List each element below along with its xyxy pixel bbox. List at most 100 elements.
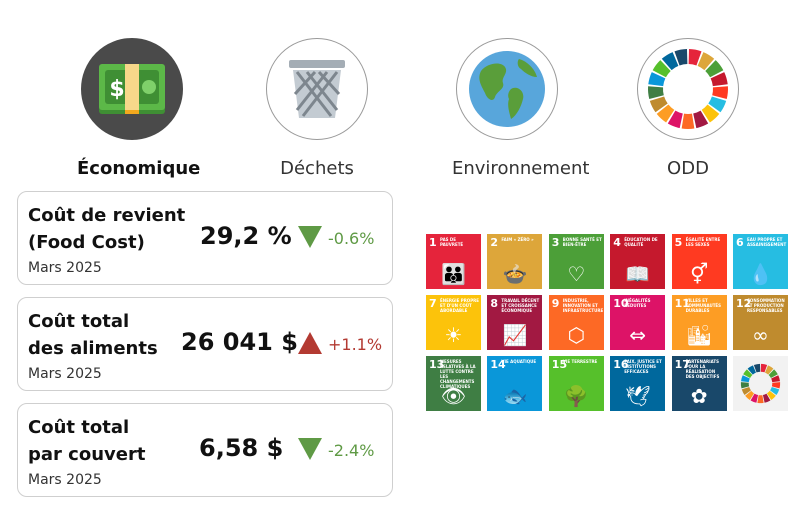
sdg-label: Égalité entre les sexes [685, 237, 721, 247]
sdg-label: Énergie propre et d'un coût abordable [440, 298, 479, 313]
sdg-number: 14 [490, 358, 506, 371]
arrow-down-icon [298, 438, 322, 460]
sdg-wheel-icon [637, 38, 739, 140]
sdg-number: 3 [551, 236, 560, 249]
kpi-card-cout-couvert[interactable]: Coût total par couvert Mars 2025 6,58 $ … [17, 403, 393, 497]
sdg-label: Consommation et production responsables [747, 298, 785, 313]
card-value: 26 041 $ [181, 328, 298, 356]
sdg-pictogram-icon: ☀ [444, 323, 463, 347]
card-title: Coût total par couvert [28, 417, 146, 465]
sdg-tile-8: 8 Travail décent et croissance économique… [487, 295, 543, 350]
sdg-label: Vie terrestre [562, 359, 598, 364]
sdg-tile-7: 7 Énergie propre et d'un coût abordable ☀ [426, 295, 481, 350]
sdg-number: 6 [736, 236, 744, 249]
sdg-pictogram-icon: 👁 [440, 384, 467, 408]
sdg-tile-6: 6 Eau propre et assainissement 💧 [733, 234, 788, 289]
sdg-number: 17 [674, 358, 690, 371]
sdg-tile-logo [733, 356, 788, 411]
sdg-label: Bonne santé et bien-être [562, 237, 602, 247]
sdg-tile-5: 5 Égalité entre les sexes ⚥ [671, 234, 727, 289]
tab-odd[interactable]: ODD [633, 38, 743, 179]
card-change: +1.1% [328, 335, 383, 354]
sdg-tile-11: 11 Villes et communautés durables 🏙 [671, 295, 727, 350]
sdg-tile-4: 4 Éducation de qualité 📖 [610, 234, 666, 289]
sdg-tile-2: 2 Faim « zéro » 🍲 [487, 234, 543, 289]
sdg-number: 11 [674, 297, 690, 310]
sdg-number: 1 [429, 236, 437, 249]
sdg-number: 9 [551, 297, 560, 310]
sdg-number: 8 [490, 297, 499, 310]
sdg-pictogram-icon: 🏙 [686, 323, 712, 347]
sdg-pictogram-icon: 👪 [441, 262, 466, 286]
sdg-number: 16 [613, 358, 629, 371]
sdg-label: Partenariats pour la réalisation des obj… [685, 359, 720, 379]
card-change: -0.6% [328, 229, 375, 248]
sdg-pictogram-icon: ✿ [690, 384, 708, 408]
sdg-pictogram-icon: 💧 [748, 262, 773, 286]
sdg-tile-13: 13 Mesures relatives à la lutte contre le… [426, 356, 481, 411]
sdg-tile-15: 15 Vie terrestre 🌳 [548, 356, 604, 411]
tab-environnement[interactable]: Environnement [452, 38, 590, 179]
money-icon: $ [81, 38, 183, 140]
card-date: Mars 2025 [28, 472, 102, 488]
sdg-number: 4 [613, 236, 621, 249]
sdg-number: 12 [736, 297, 752, 310]
sdg-pictogram-icon: 🐟 [502, 384, 528, 408]
card-title: Coût total des aliments [28, 311, 158, 359]
arrow-down-icon [298, 226, 322, 248]
sdg-tile-12: 12 Consommation et production responsable… [733, 295, 788, 350]
card-value: 29,2 % [200, 222, 292, 250]
sdg-label: Travail décent et croissance économique [501, 298, 540, 313]
kpi-card-food-cost[interactable]: Coût de revient (Food Cost) Mars 2025 29… [17, 191, 393, 285]
sdg-pictogram-icon: 🕊 [624, 384, 651, 408]
sdg-label: Pas de pauvreté [440, 237, 464, 247]
tab-label: Économique [77, 158, 201, 179]
sdg-pictogram-icon: 🍲 [502, 262, 528, 286]
sdg-tile-1: 1 Pas de pauvreté 👪 [426, 234, 481, 289]
sdg-label: Éducation de qualité [624, 237, 658, 247]
arrow-up-icon [298, 332, 322, 354]
trash-can-icon [266, 38, 368, 140]
sdg-number: 5 [674, 236, 683, 249]
sdg-grid: 1 Pas de pauvreté 👪 2 Faim « zéro » 🍲 3 Bonne s… [426, 234, 788, 411]
sdg-tile-16: 16 Paix, justice et institutions efficace… [610, 356, 666, 411]
tab-dechets[interactable]: Déchets [262, 38, 372, 179]
kpi-card-cout-aliments[interactable]: Coût total des aliments Mars 2025 26 041… [17, 297, 393, 391]
sdg-label: Villes et communautés durables [685, 298, 722, 313]
card-change: -2.4% [328, 441, 375, 460]
sdg-number: 10 [613, 297, 629, 310]
tab-label: Environnement [452, 158, 590, 179]
sdg-pictogram-icon: 📖 [625, 262, 651, 286]
sdg-pictogram-icon: ♡ [567, 262, 586, 286]
sdg-tile-10: 10 Inégalités réduites ⇔ [610, 295, 666, 350]
sdg-number: 13 [429, 358, 445, 371]
sdg-tile-9: 9 Industrie, innovation et infrastructure… [548, 295, 604, 350]
card-title: Coût de revient (Food Cost) [28, 205, 186, 253]
sdg-tile-3: 3 Bonne santé et bien-être ♡ [548, 234, 604, 289]
sdg-label: Inégalités réduites [624, 298, 651, 308]
globe-icon [456, 38, 558, 140]
tab-economique[interactable]: $ Économique [77, 38, 201, 179]
sdg-label: Industrie, innovation et infrastructure [562, 298, 604, 313]
sdg-label: Mesures relatives à la lutte contre les … [440, 359, 476, 389]
sdg-tile-17: 17 Partenariats pour la réalisation des o… [671, 356, 727, 411]
card-date: Mars 2025 [28, 260, 102, 276]
sdg-pictogram-icon: 📈 [502, 323, 528, 347]
sdg-number: 15 [551, 358, 568, 371]
sdg-label: Vie aquatique [501, 359, 537, 364]
sdg-pictogram-icon: ⚥ [690, 262, 709, 286]
sdg-number: 2 [490, 236, 499, 249]
sdg-label: Faim « zéro » [501, 237, 534, 242]
card-value: 6,58 $ [199, 434, 284, 462]
tab-label: Déchets [280, 158, 354, 179]
sdg-pictogram-icon: ⇔ [629, 323, 647, 347]
sdg-pictogram-icon: ⬡ [567, 323, 586, 347]
sdg-number: 7 [429, 297, 437, 310]
sdg-label: Eau propre et assainissement [747, 237, 787, 247]
sdg-pictogram-icon: ∞ [752, 323, 769, 347]
sdg-wheel-icon [740, 363, 781, 404]
svg-text:$: $ [109, 77, 124, 102]
card-date: Mars 2025 [28, 366, 102, 382]
sdg-pictogram-icon: 🌳 [563, 384, 589, 408]
sdg-label: Paix, justice et institutions efficaces [624, 359, 662, 374]
